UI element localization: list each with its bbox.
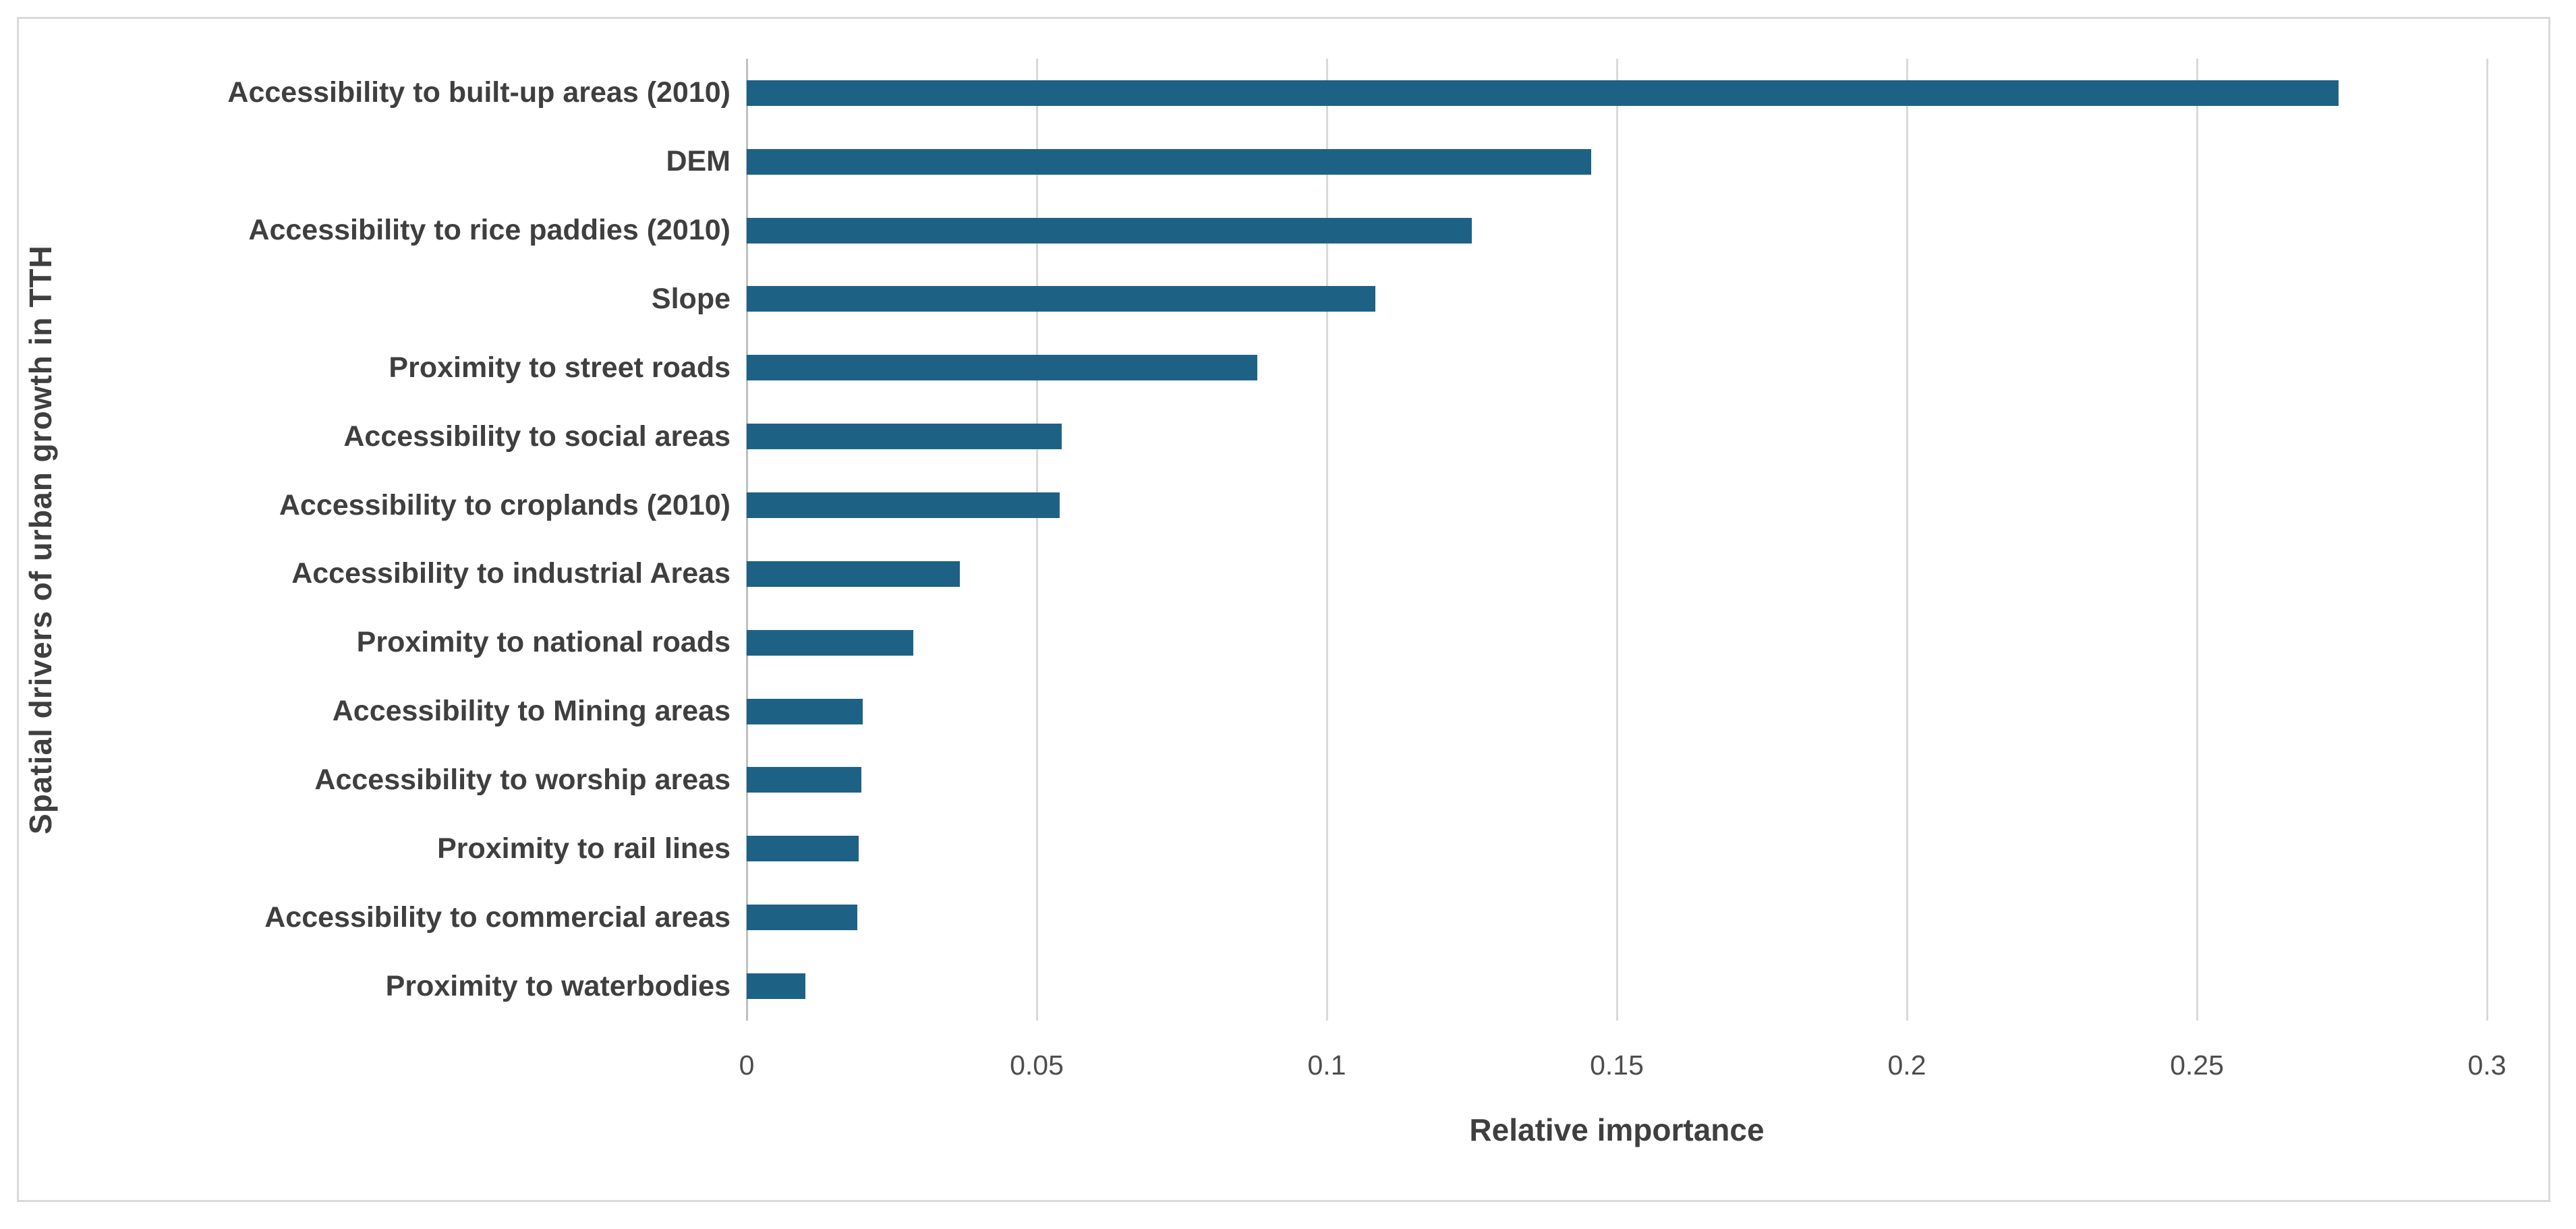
bar-row: Slope [652,265,2487,334]
y-axis-title: Spatial drivers of urban growth in TTH [23,245,58,834]
chart-frame [17,17,2550,1202]
y-axis-line [746,59,748,1021]
bar [747,80,2339,106]
bar [747,629,913,656]
bar-row: Accessibility to worship areas [314,746,2487,815]
category-label: Accessibility to Mining areas [332,695,731,728]
gridline [2196,59,2198,1021]
category-label: Accessibility to social areas [343,420,731,453]
bar-row: Accessibility to social areas [343,402,2487,471]
bar [747,561,960,587]
bar-row: Accessibility to croplands (2010) [279,471,2487,540]
gridline [1326,59,1328,1021]
x-axis-ticks: 0 0.05 0.1 0.15 0.2 0.25 0.3 [739,1050,2507,1090]
x-axis-title: Relative importance [1469,1112,1765,1147]
gridline [1616,59,1618,1021]
x-tick-label: 0.15 [1590,1050,1644,1081]
bar-row: Accessibility to built-up areas (2010) [227,59,2487,127]
category-label: Proximity to waterbodies [385,969,731,1002]
bar [747,767,862,793]
x-tick-label: 0.2 [1887,1050,1926,1081]
category-label: DEM [666,145,731,178]
category-label: Accessibility to croplands (2010) [279,488,731,521]
x-tick-label: 0.3 [2467,1050,2507,1081]
bar [747,148,1592,175]
bar-row: Proximity to waterbodies [386,952,2487,1021]
category-label: Accessibility to worship areas [314,763,731,796]
x-tick-label: 0.25 [2170,1050,2224,1081]
bar [747,973,805,1000]
bar-row: Accessibility to Mining areas [333,677,2487,746]
x-tick-label: 0 [739,1050,755,1081]
category-label: Proximity to street roads [389,351,731,384]
category-label: Accessibility to built-up areas (2010) [227,76,731,109]
bar-row: Accessibility to rice paddies (2010) [248,196,2487,265]
bar-row: Proximity to national roads [357,608,2487,677]
bar-row: Proximity to street roads [389,333,2487,402]
bar-row: DEM [666,127,2487,196]
bar-row: Accessibility to industrial Areas [291,540,2487,608]
category-label: Proximity to rail lines [437,832,731,865]
bar [747,836,859,862]
bar-row: Accessibility to commercial areas [264,883,2487,952]
category-label: Proximity to national roads [356,626,731,659]
bar-row: Proximity to rail lines [437,814,2487,883]
x-tick-label: 0.1 [1307,1050,1346,1081]
bar [747,355,1257,381]
gridline [1906,59,1908,1021]
category-label: Accessibility to commercial areas [264,901,731,934]
plot-area: Accessibility to built-up areas (2010) DE… [227,59,2488,1021]
gridline [2486,59,2488,1021]
bar [747,286,1376,312]
category-label: Accessibility to rice paddies (2010) [248,214,731,247]
category-label: Accessibility to industrial Areas [291,557,731,590]
bar [747,905,858,931]
bar [747,492,1060,519]
gridline [1036,59,1038,1021]
bar [747,424,1062,450]
category-label: Slope [651,282,731,315]
x-tick-label: 0.05 [1010,1050,1064,1081]
bar [747,698,863,724]
bar [747,217,1472,244]
